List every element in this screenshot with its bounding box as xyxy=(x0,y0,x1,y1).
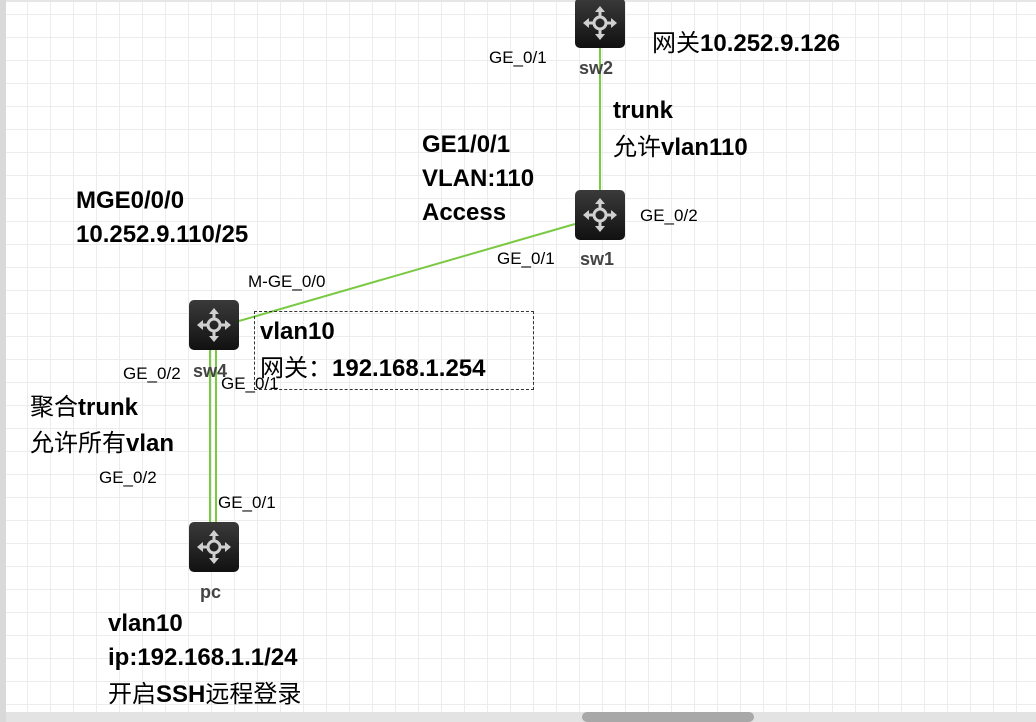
note-pc-ip: ip:192.168.1.1/24 xyxy=(108,644,298,671)
port-label: GE_0/1 xyxy=(221,374,279,393)
device-label-sw2: sw2 xyxy=(579,58,614,78)
note-text: vlan110 xyxy=(661,134,748,161)
port-label: M-GE_0/0 xyxy=(248,272,326,291)
device-label-sw1: sw1 xyxy=(580,249,615,269)
note-sw4-vlan: vlan10 xyxy=(260,318,335,345)
note-text: 远程登录 xyxy=(205,680,302,708)
device-sw1[interactable] xyxy=(575,190,625,240)
note-text: 网关 xyxy=(652,29,700,57)
link-sw1-sw4[interactable] xyxy=(238,223,576,322)
note-agg-trunk: 聚合trunk xyxy=(30,390,138,425)
port-label: GE_0/1 xyxy=(489,48,547,67)
note-text: 聚合 xyxy=(30,393,78,421)
note-text: SSH xyxy=(156,681,206,708)
note-text: vlan xyxy=(126,430,175,457)
switch-icon xyxy=(196,307,232,343)
port-label: GE_0/1 xyxy=(497,249,555,268)
note-pc-vlan: vlan10 xyxy=(108,610,183,637)
device-label-sw4: sw4 xyxy=(193,361,228,381)
device-label-pc: pc xyxy=(200,582,222,602)
device-pc[interactable] xyxy=(189,522,239,572)
note-vlan110: VLAN:110 xyxy=(422,165,535,192)
note-text: 网关： xyxy=(260,354,332,382)
note-text: 192.168.1.254 xyxy=(332,355,486,382)
note-text: 允许 xyxy=(613,133,661,161)
note-allow-all: 允许所有vlan xyxy=(30,426,174,461)
device-sw2[interactable] xyxy=(575,0,625,48)
note-access: Access xyxy=(422,199,507,226)
port-label: GE_0/2 xyxy=(99,468,157,487)
horizontal-scrollbar[interactable] xyxy=(6,712,1036,722)
port-label: GE_0/2 xyxy=(123,364,181,383)
note-ge101: GE1/0/1 xyxy=(422,131,511,158)
scrollbar-thumb[interactable] xyxy=(582,712,754,722)
switch-icon xyxy=(582,197,618,233)
left-border xyxy=(0,0,6,722)
top-border xyxy=(6,0,1036,2)
note-text: 开启 xyxy=(108,680,156,708)
note-allow-vlan: 允许vlan110 xyxy=(613,130,748,165)
note-text: 允许所有 xyxy=(30,429,126,457)
note-sw4-gateway: 网关：192.168.1.254 xyxy=(260,351,485,386)
note-trunk: trunk xyxy=(613,97,673,124)
note-mge: MGE0/0/0 xyxy=(76,187,185,214)
note-box-sw4[interactable] xyxy=(254,311,534,390)
topology-canvas[interactable] xyxy=(6,0,1036,712)
note-sw2-gateway: 网关10.252.9.126 xyxy=(652,26,840,61)
note-text: trunk xyxy=(78,394,138,421)
note-text: 10.252.9.126 xyxy=(700,30,841,57)
port-label: GE_0/2 xyxy=(640,206,698,225)
note-mge-ip: 10.252.9.110/25 xyxy=(76,221,249,248)
switch-icon xyxy=(196,529,232,565)
port-label: GE_0/1 xyxy=(218,493,276,512)
note-ssh: 开启SSH远程登录 xyxy=(108,677,301,712)
device-sw4[interactable] xyxy=(189,300,239,350)
switch-icon xyxy=(582,5,618,41)
